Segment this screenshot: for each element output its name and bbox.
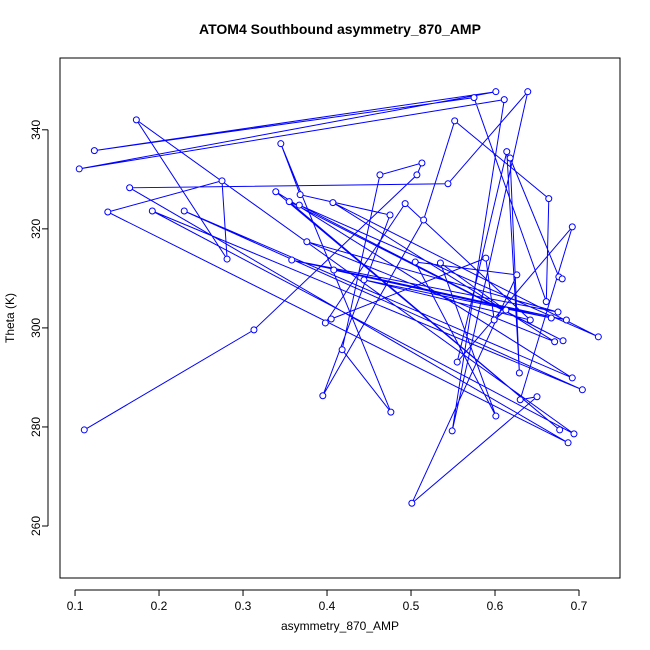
- data-point: [444, 180, 452, 188]
- data-point: [80, 426, 88, 434]
- data-point: [296, 191, 304, 199]
- data-point: [411, 258, 419, 266]
- data-point: [545, 195, 553, 203]
- data-point: [551, 338, 559, 346]
- data-point: [104, 208, 112, 216]
- data-point: [413, 171, 421, 179]
- data-point: [578, 386, 586, 394]
- y-tick-label: 340: [29, 119, 43, 139]
- data-point: [223, 255, 231, 263]
- data-point: [295, 201, 303, 209]
- plot-frame: [59, 57, 621, 579]
- data-point: [250, 326, 258, 334]
- data-point: [272, 188, 280, 196]
- data-point: [533, 393, 541, 401]
- data-point: [500, 96, 508, 104]
- y-tick-label: 300: [29, 318, 43, 338]
- data-point: [303, 238, 311, 246]
- x-tick-label: 0.4: [319, 599, 336, 613]
- data-point: [542, 298, 550, 306]
- data-point: [75, 165, 83, 173]
- data-point: [492, 88, 500, 96]
- data-point: [503, 148, 511, 156]
- data-point: [482, 254, 490, 262]
- data-point: [319, 392, 327, 400]
- chart-title: ATOM4 Southbound asymmetry_870_AMP: [199, 21, 481, 37]
- x-tick-label: 0.5: [403, 599, 420, 613]
- data-point: [132, 116, 140, 124]
- y-tick-label: 260: [29, 516, 43, 536]
- data-point: [90, 147, 98, 155]
- data-point: [401, 200, 409, 208]
- data-point: [558, 275, 566, 283]
- data-point: [448, 427, 456, 435]
- y-axis-label: Theta (K): [3, 293, 17, 343]
- data-point: [408, 499, 416, 507]
- data-point: [492, 412, 500, 420]
- data-point: [554, 308, 562, 316]
- data-point: [570, 430, 578, 438]
- data-line: [79, 91, 599, 504]
- data-point: [564, 439, 572, 447]
- x-tick-label: 0.3: [235, 599, 252, 613]
- data-point: [327, 315, 335, 323]
- data-point: [451, 117, 459, 125]
- x-tick-label: 0.1: [67, 599, 84, 613]
- data-point: [490, 316, 498, 324]
- data-point: [559, 337, 567, 345]
- x-axis-label: asymmetry_870_AMP: [281, 619, 399, 633]
- data-point: [218, 177, 226, 185]
- data-point: [594, 333, 602, 341]
- data-point: [288, 256, 296, 264]
- data-point: [148, 207, 156, 215]
- data-point: [277, 140, 285, 148]
- data-point: [568, 223, 576, 231]
- y-tick-label: 280: [29, 417, 43, 437]
- data-point: [524, 88, 532, 96]
- data-point: [513, 271, 521, 279]
- data-point: [506, 154, 514, 162]
- data-point: [420, 216, 428, 224]
- data-point: [126, 184, 134, 192]
- data-point: [330, 266, 338, 274]
- data-point: [338, 346, 346, 354]
- data-point: [516, 396, 524, 404]
- data-point: [436, 259, 444, 267]
- data-point: [285, 198, 293, 206]
- x-tick-label: 0.6: [487, 599, 504, 613]
- data-point: [376, 171, 384, 179]
- data-point: [568, 374, 576, 382]
- data-point: [556, 426, 564, 434]
- data-point: [453, 358, 461, 366]
- data-point: [515, 369, 523, 377]
- data-point: [386, 211, 394, 219]
- data-point: [360, 276, 368, 284]
- x-tick-label: 0.7: [571, 599, 588, 613]
- data-point: [329, 199, 337, 207]
- data-point: [526, 316, 534, 324]
- data-point: [321, 319, 329, 327]
- data-point: [547, 314, 555, 322]
- data-point: [180, 207, 188, 215]
- data-point: [470, 94, 478, 102]
- y-tick-label: 320: [29, 219, 43, 239]
- data-point: [502, 306, 510, 314]
- data-point: [387, 408, 395, 416]
- x-tick-label: 0.2: [151, 599, 168, 613]
- data-point: [562, 316, 570, 324]
- data-point: [418, 159, 426, 167]
